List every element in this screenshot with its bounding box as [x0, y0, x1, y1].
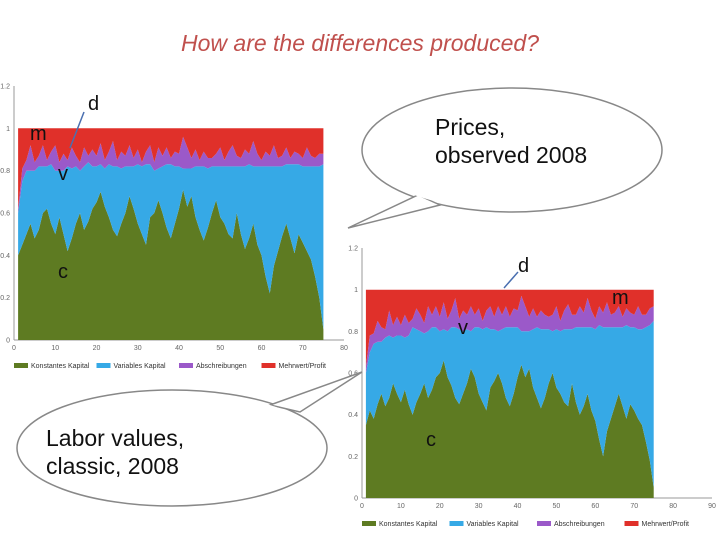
- y-tick-label: 0.4: [348, 412, 358, 419]
- x-tick-label: 50: [553, 503, 561, 510]
- right-d-pointer: [503, 271, 519, 289]
- prices-callout-text: Prices, observed 2008: [435, 114, 587, 169]
- area-series-c: [365, 360, 654, 498]
- y-tick-label: 0.8: [348, 329, 358, 336]
- x-tick-label: 90: [708, 503, 716, 510]
- x-tick-label: 60: [258, 345, 266, 352]
- prices-callout-line-1: Prices,: [435, 114, 506, 140]
- y-tick-label: 0.6: [0, 211, 10, 218]
- legend-label-v: Variables Kapital: [114, 363, 166, 370]
- labor-callout-line-2: classic, 2008: [46, 452, 179, 479]
- area-series-v: [18, 162, 324, 330]
- slide-title: How are the differences produced?: [181, 30, 539, 56]
- x-tick-label: 70: [630, 503, 638, 510]
- x-tick-label: 70: [299, 345, 307, 352]
- y-tick-label: 1: [354, 287, 358, 294]
- y-tick-label: 0: [6, 338, 10, 345]
- area-series-v: [365, 320, 654, 488]
- right-annotation-d: d: [518, 255, 530, 277]
- x-tick-label: 30: [475, 503, 483, 510]
- y-tick-label: 0.8: [0, 168, 10, 175]
- x-tick-label: 20: [93, 345, 101, 352]
- x-tick-label: 80: [669, 503, 677, 510]
- legend-swatch-m: [624, 521, 639, 526]
- y-tick-label: 0.6: [348, 371, 358, 378]
- x-tick-label: 60: [591, 503, 599, 510]
- y-tick-label: 0.2: [348, 454, 358, 461]
- prices-callout-bubble: [347, 87, 663, 229]
- y-tick-label: 1.2: [0, 84, 10, 91]
- left-annotation-v: v: [58, 163, 68, 185]
- y-tick-label: 0.4: [0, 253, 10, 260]
- legend-swatch-v: [449, 521, 464, 526]
- x-tick-label: 10: [51, 345, 59, 352]
- left-annotation-d: d: [88, 93, 100, 115]
- legend-label-d: Abschreibungen: [196, 363, 247, 370]
- right-annotation-c: c: [426, 429, 436, 451]
- labor-callout-text: Labor values, classic, 2008: [46, 425, 184, 480]
- area-series-m: [365, 289, 654, 367]
- x-tick-label: 0: [12, 345, 16, 352]
- x-tick-label: 10: [397, 503, 405, 510]
- area-series-c: [18, 189, 324, 340]
- legend-swatch-m: [261, 363, 276, 368]
- labor-values-chart: 0 0.2 0.4 0.6 0.8 1 1.2 0 10 20 30 40 50 60 70 80 Konsta…: [0, 84, 348, 371]
- legend-label-c: Konstantes Kapital: [31, 363, 90, 370]
- x-tick-label: 30: [134, 345, 142, 352]
- left-annotation-c: c: [58, 261, 68, 283]
- area-series-d: [365, 295, 654, 373]
- y-tick-label: 0: [354, 496, 358, 503]
- area-series-m: [18, 128, 324, 209]
- prices-chart: 0 0.2 0.4 0.6 0.8 1 1.2 0 10 20 30 40 50 60 70 80 90 Kons…: [348, 246, 716, 529]
- x-tick-label: 40: [514, 503, 522, 510]
- legend-label-c: Konstantes Kapital: [379, 521, 438, 528]
- legend-swatch-v: [96, 363, 111, 368]
- y-tick-label: 0.2: [0, 295, 10, 302]
- legend-swatch-d: [537, 521, 551, 526]
- prices-callout-line-2: observed 2008: [435, 141, 588, 168]
- legend-label-m: Mehrwert/Profit: [642, 521, 690, 528]
- area-series-d: [18, 136, 324, 213]
- x-tick-label: 20: [436, 503, 444, 510]
- y-tick-label: 1.2: [348, 246, 358, 253]
- legend-swatch-d: [179, 363, 193, 368]
- right-annotation-m: m: [612, 287, 629, 309]
- left-annotation-m: m: [30, 123, 47, 145]
- right-annotation-v: v: [458, 317, 468, 339]
- legend-swatch-c: [14, 363, 28, 368]
- legend-label-m: Mehrwert/Profit: [279, 363, 327, 370]
- legend-swatch-c: [362, 521, 376, 526]
- legend-label-d: Abschreibungen: [554, 521, 605, 528]
- x-tick-label: 40: [175, 345, 183, 352]
- x-tick-label: 80: [340, 345, 348, 352]
- y-tick-label: 1: [6, 126, 10, 133]
- labor-callout-line-1: Labor values,: [46, 425, 185, 451]
- left-d-pointer: [69, 111, 85, 149]
- x-tick-label: 50: [216, 345, 224, 352]
- labor-callout-bubble: [16, 371, 363, 507]
- x-tick-label: 0: [360, 503, 364, 510]
- legend-label-v: Variables Kapital: [467, 521, 519, 528]
